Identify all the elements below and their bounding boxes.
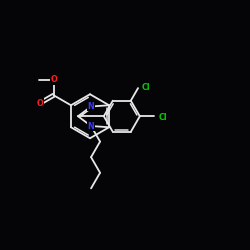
Text: Cl: Cl xyxy=(142,83,151,92)
Text: O: O xyxy=(37,98,44,108)
Text: Cl: Cl xyxy=(158,112,167,122)
Text: O: O xyxy=(50,75,57,84)
Text: N: N xyxy=(88,102,94,111)
Text: N: N xyxy=(88,122,94,130)
